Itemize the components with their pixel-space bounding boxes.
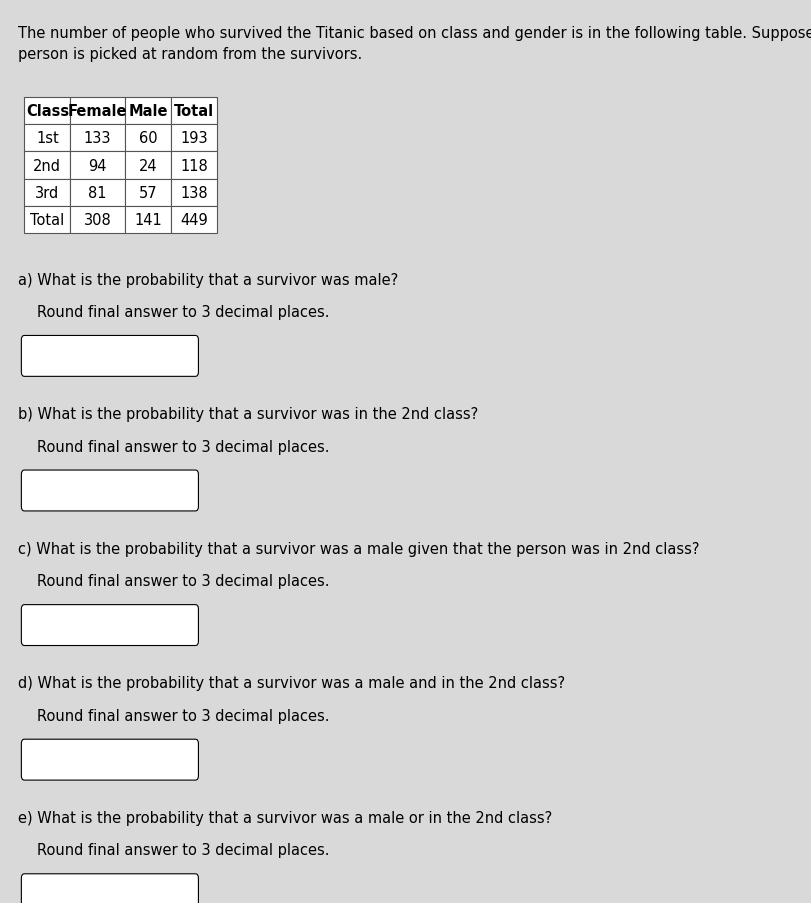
Text: 60: 60 [139,131,157,146]
FancyBboxPatch shape [21,605,199,646]
Text: 1st: 1st [36,131,58,146]
Text: Female: Female [68,104,127,119]
Bar [125,153,171,180]
Bar [71,207,125,234]
Text: The number of people who survived the Titanic based on class and gender is in th: The number of people who survived the Ti… [19,25,811,61]
Bar [24,207,71,234]
Text: 118: 118 [180,158,208,173]
Text: Class: Class [26,104,69,119]
Text: 449: 449 [180,213,208,228]
Bar [125,180,171,207]
Text: Round final answer to 3 decimal places.: Round final answer to 3 decimal places. [36,842,329,857]
Text: d) What is the probability that a survivor was a male and in the 2nd class?: d) What is the probability that a surviv… [19,675,565,691]
Text: 2nd: 2nd [33,158,62,173]
Text: Total: Total [174,104,214,119]
Text: 3rd: 3rd [35,186,59,200]
Bar [125,207,171,234]
FancyBboxPatch shape [21,874,199,903]
Text: 24: 24 [139,158,157,173]
Bar [125,126,171,153]
Text: 94: 94 [88,158,107,173]
Bar [71,126,125,153]
Text: 193: 193 [180,131,208,146]
Text: Round final answer to 3 decimal places.: Round final answer to 3 decimal places. [36,573,329,589]
Bar [171,126,217,153]
Bar [171,207,217,234]
Text: Round final answer to 3 decimal places.: Round final answer to 3 decimal places. [36,708,329,723]
Bar [71,153,125,180]
Text: 133: 133 [84,131,111,146]
Bar [71,98,125,126]
Text: Round final answer to 3 decimal places.: Round final answer to 3 decimal places. [36,439,329,454]
Text: Round final answer to 3 decimal places.: Round final answer to 3 decimal places. [36,304,329,320]
Text: c) What is the probability that a survivor was a male given that the person was : c) What is the probability that a surviv… [19,541,700,556]
Text: Male: Male [128,104,168,119]
Bar [171,153,217,180]
Text: 141: 141 [134,213,162,228]
Text: Total: Total [30,213,64,228]
Text: e) What is the probability that a survivor was a male or in the 2nd class?: e) What is the probability that a surviv… [19,810,552,825]
Text: 308: 308 [84,213,112,228]
Text: 138: 138 [180,186,208,200]
Bar [125,98,171,126]
Bar [24,180,71,207]
Bar [24,98,71,126]
Text: 81: 81 [88,186,107,200]
Text: 57: 57 [139,186,157,200]
Text: b) What is the probability that a survivor was in the 2nd class?: b) What is the probability that a surviv… [19,406,478,422]
Bar [171,98,217,126]
FancyBboxPatch shape [21,470,199,511]
FancyBboxPatch shape [21,740,199,780]
Bar [71,180,125,207]
FancyBboxPatch shape [21,336,199,377]
Bar [171,180,217,207]
Text: a) What is the probability that a survivor was male?: a) What is the probability that a surviv… [19,273,398,287]
Bar [24,126,71,153]
Bar [24,153,71,180]
